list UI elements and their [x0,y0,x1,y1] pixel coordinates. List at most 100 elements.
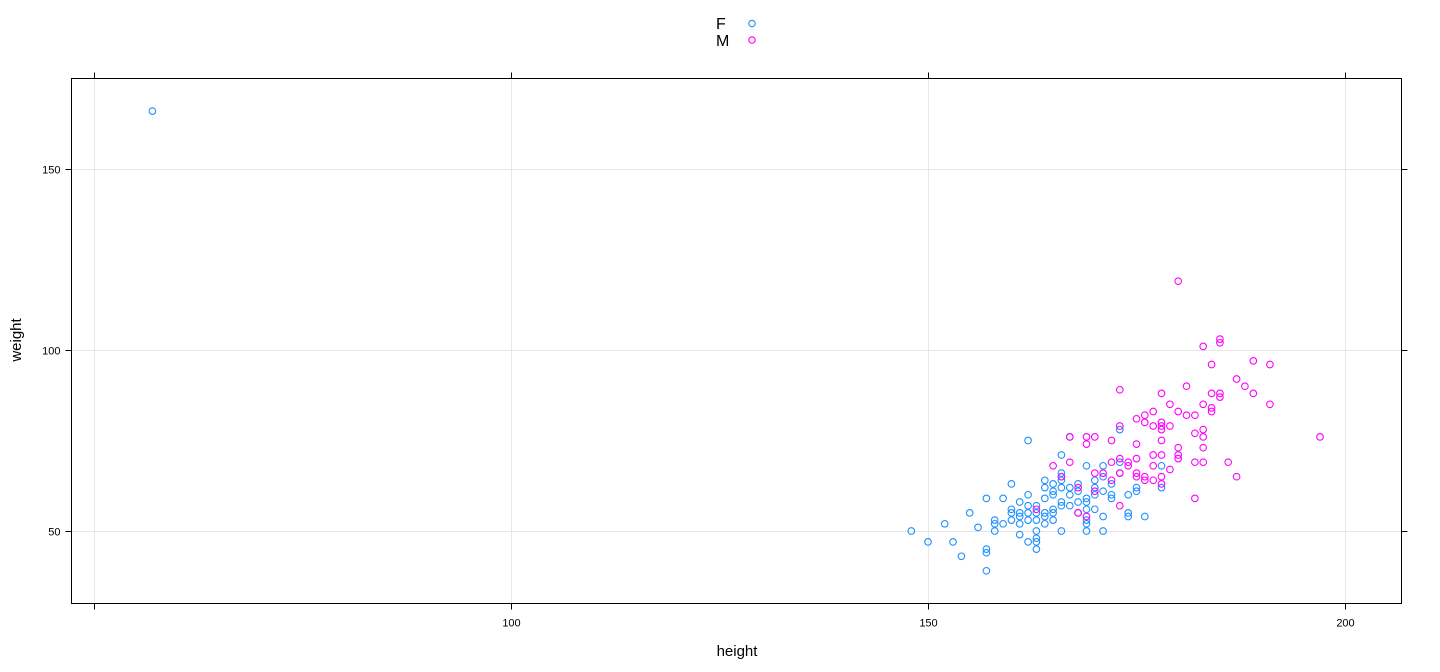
data-point-m [1157,418,1166,427]
data-point-m [1157,480,1166,488]
data-point-m [1157,436,1166,445]
data-point-m [1191,458,1199,467]
data-point-m [1132,440,1141,448]
data-point-f [1024,509,1032,517]
data-point-m [1207,404,1216,412]
data-point-f [1007,505,1016,514]
data-point-f [1057,469,1066,477]
data-point-f [974,523,982,532]
data-point-m [1166,465,1174,474]
data-point-f [982,494,991,503]
data-point-m [1132,414,1141,423]
data-point-f [1040,483,1049,492]
data-point-f [1082,516,1091,524]
data-point-f [1049,505,1057,514]
data-point-f [1024,436,1032,445]
data-point-f [1049,509,1057,517]
data-point-f [148,107,157,115]
data-point-m [1124,461,1133,470]
data-point-f [1082,519,1091,528]
data-point-f [1090,505,1099,514]
data-point-f [1099,461,1107,470]
data-point-m [1074,509,1082,517]
data-point-f [1107,480,1116,488]
legend: F M [716,16,756,50]
data-point-f [1107,490,1116,499]
data-point-f [982,548,991,557]
data-point-m [1199,400,1208,409]
data-point-m [1157,389,1166,398]
data-point-m [1216,335,1224,343]
data-point-f [999,519,1007,528]
y-axis-title: weight [8,317,25,362]
data-point-m [1232,375,1241,383]
data-points [148,107,1324,575]
data-point-f [1024,538,1032,546]
data-point-m [1157,451,1166,459]
data-point-f [982,566,991,575]
data-point-m [1132,469,1141,477]
data-point-m [1166,400,1174,409]
legend-marker-m [748,36,756,44]
data-point-m [1149,451,1158,459]
data-point-m [1090,487,1099,496]
data-point-m [1082,512,1091,521]
x-axis-title: height [717,643,759,660]
data-point-m [1115,501,1124,510]
data-point-f [1065,483,1074,492]
data-point-f [1115,425,1124,434]
data-point-f [1015,530,1024,539]
data-point-m [1191,494,1199,503]
data-point-f [1049,490,1057,499]
data-point-m [1182,382,1191,391]
data-point-f [990,519,999,528]
axis-ticks: 100 150 200 50 100 150 [42,72,1408,630]
data-point-f [999,494,1007,503]
data-point-f [1057,527,1066,535]
y-tick-label: 150 [42,165,60,177]
plot-frame [71,78,1402,604]
data-point-m [1140,476,1149,485]
gridlines [71,78,1402,604]
data-point-f [1049,516,1057,524]
data-point-f [1007,480,1016,488]
data-point-f [957,552,966,561]
data-point-m [1216,389,1224,398]
data-point-m [1157,425,1166,434]
data-point-f [1057,483,1066,492]
data-point-f [1090,476,1099,485]
data-point-f [1015,519,1024,528]
data-point-f [1057,476,1066,485]
data-point-f [1032,545,1041,553]
data-point-f [1090,490,1099,499]
data-point-f [1082,527,1091,535]
data-point-f [940,519,949,528]
data-point-f [1040,512,1049,521]
data-point-m [1107,436,1116,445]
data-point-f [1065,490,1074,499]
data-point-f [1065,501,1074,510]
data-point-m [1149,476,1158,485]
data-point-f [1032,538,1041,546]
data-point-m [1157,472,1166,481]
data-point-f [1032,501,1041,510]
data-point-f [1049,480,1057,488]
data-point-f [1157,483,1166,492]
data-point-f [1132,483,1141,492]
legend-marker-f [748,19,756,28]
data-point-f [1107,494,1116,503]
data-point-f [1015,498,1024,506]
data-point-m [1174,451,1183,459]
data-point-m [1057,472,1066,481]
data-point-f [1032,527,1041,535]
data-point-m [1199,342,1208,351]
data-point-m [1182,411,1191,420]
data-point-f [1024,501,1032,510]
data-point-m [1115,385,1124,394]
data-point-f [1140,512,1149,521]
data-point-m [1132,454,1141,463]
data-point-m [1174,277,1183,286]
data-point-f [1132,487,1141,496]
data-point-m [1249,389,1258,398]
